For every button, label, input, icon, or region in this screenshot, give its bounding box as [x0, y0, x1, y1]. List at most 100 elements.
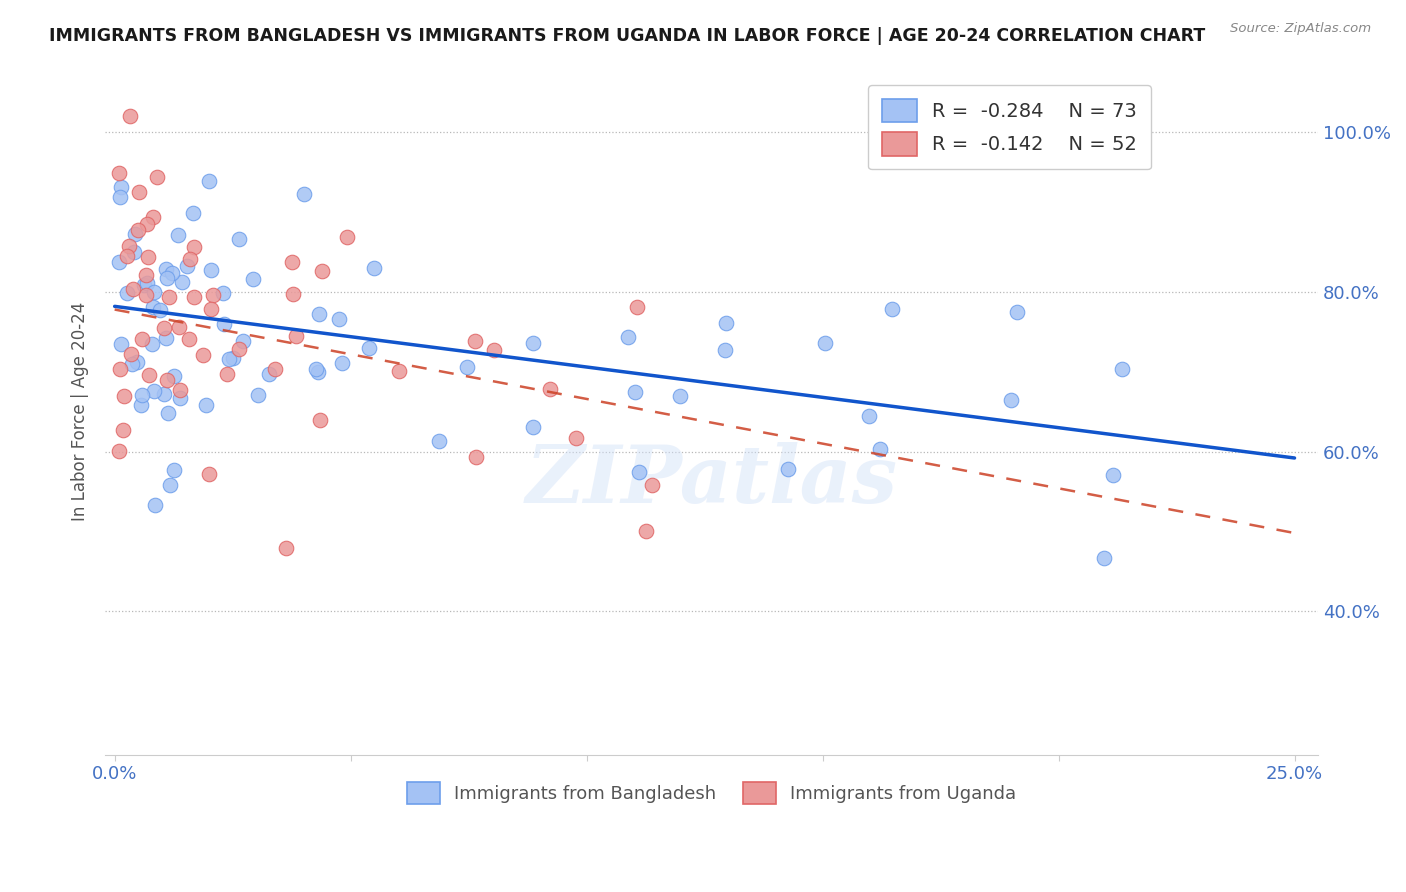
Point [110, 180, 132, 194]
Point [388, 364, 411, 378]
Text: Source: ZipAtlas.com: Source: ZipAtlas.com [1230, 22, 1371, 36]
Point [565, 431, 588, 445]
Point [257, 368, 280, 382]
Point [1000, 393, 1022, 408]
Point [155, 331, 177, 345]
Point [714, 343, 737, 358]
Point [624, 385, 647, 400]
Point [153, 321, 176, 335]
Point [522, 420, 544, 434]
Point [179, 252, 201, 267]
Point [814, 336, 837, 351]
Point [308, 307, 330, 321]
Point [242, 272, 264, 286]
Point [157, 406, 180, 420]
Point [166, 227, 188, 242]
Point [283, 287, 305, 301]
Point [232, 334, 254, 349]
Point [135, 287, 157, 301]
Point [200, 301, 222, 316]
Point [363, 261, 385, 276]
Point [163, 368, 186, 383]
Point [136, 250, 159, 264]
Point [108, 166, 131, 180]
Point [538, 382, 561, 396]
Point [456, 359, 478, 374]
Point [131, 387, 153, 401]
Point [465, 450, 488, 464]
Point [522, 335, 544, 350]
Point [1092, 550, 1115, 565]
Point [221, 351, 243, 365]
Point [129, 398, 152, 412]
Point [198, 467, 221, 481]
Point [122, 282, 145, 296]
Point [142, 300, 165, 314]
Point [197, 174, 219, 188]
Point [110, 337, 132, 351]
Point [115, 286, 138, 301]
Point [136, 217, 159, 231]
Point [177, 332, 200, 346]
Point [617, 330, 640, 344]
Text: IMMIGRANTS FROM BANGLADESH VS IMMIGRANTS FROM UGANDA IN LABOR FORCE | AGE 20-24 : IMMIGRANTS FROM BANGLADESH VS IMMIGRANTS… [49, 27, 1205, 45]
Point [169, 383, 191, 397]
Point [125, 355, 148, 369]
Point [305, 362, 328, 376]
Point [464, 334, 486, 349]
Point [131, 332, 153, 346]
Point [127, 223, 149, 237]
Point [172, 276, 194, 290]
Point [152, 386, 174, 401]
Y-axis label: In Labor Force | Age 20-24: In Labor Force | Age 20-24 [72, 302, 89, 521]
Point [311, 264, 333, 278]
Point [124, 227, 146, 241]
Point [308, 413, 330, 427]
Point [149, 302, 172, 317]
Point [246, 388, 269, 402]
Point [135, 277, 157, 291]
Point [181, 206, 204, 220]
Point [191, 348, 214, 362]
Point [202, 287, 225, 301]
Point [138, 368, 160, 382]
Point [292, 186, 315, 201]
Point [176, 259, 198, 273]
Point [142, 210, 165, 224]
Point [634, 524, 657, 538]
Point [1111, 362, 1133, 376]
Point [194, 399, 217, 413]
Point [156, 373, 179, 387]
Point [132, 277, 155, 292]
Point [641, 477, 664, 491]
Point [142, 285, 165, 299]
Point [1102, 468, 1125, 483]
Point [157, 290, 180, 304]
Point [359, 341, 381, 355]
Point [626, 300, 648, 314]
Point [145, 498, 167, 512]
Point [328, 312, 350, 326]
Point [264, 361, 287, 376]
Point [228, 232, 250, 246]
Point [212, 317, 235, 331]
Point [1005, 305, 1028, 319]
Point [183, 240, 205, 254]
Point [307, 365, 329, 379]
Point [160, 266, 183, 280]
Point [427, 434, 450, 449]
Point [281, 255, 304, 269]
Point [228, 343, 250, 357]
Point [668, 389, 690, 403]
Point [882, 301, 904, 316]
Point [869, 442, 891, 456]
Point [336, 229, 359, 244]
Point [169, 391, 191, 405]
Point [627, 465, 650, 479]
Point [128, 185, 150, 199]
Point [211, 285, 233, 300]
Point [200, 263, 222, 277]
Point [858, 409, 880, 424]
Point [108, 362, 131, 376]
Point [141, 337, 163, 351]
